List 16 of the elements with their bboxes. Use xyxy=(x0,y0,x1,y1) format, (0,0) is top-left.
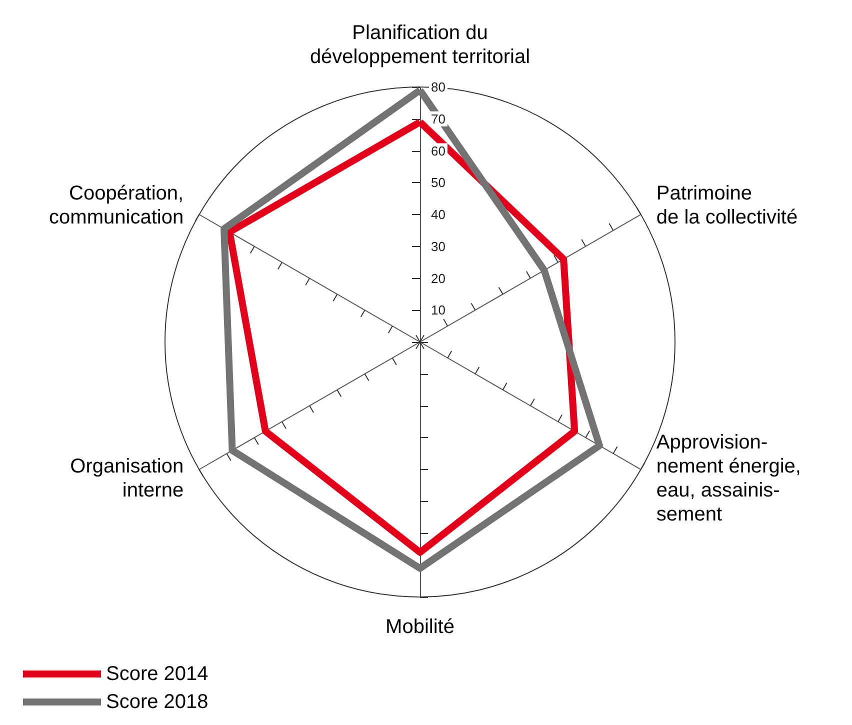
legend-label: Score 2014 xyxy=(106,663,208,685)
spoke-label: Planification du développement territorial xyxy=(310,22,530,68)
y-tick-label: 30 xyxy=(431,238,446,254)
spoke-label: Coopération, communication xyxy=(49,182,184,228)
y-tick-label: 70 xyxy=(431,111,446,126)
y-tick-label: 80 xyxy=(431,80,446,94)
y-tick-label: 60 xyxy=(431,143,446,158)
spoke-label: Patrimoine de la collectivité xyxy=(656,182,798,228)
legend-label: Score 2018 xyxy=(106,691,208,713)
spoke-label: Organisation interne xyxy=(70,456,184,502)
y-tick-label: 50 xyxy=(431,175,446,190)
spoke-label: Approvision- nement énergie, eau, assainis- sement xyxy=(656,432,801,526)
y-tick-label: 20 xyxy=(431,270,446,286)
y-tick-label: 40 xyxy=(431,207,446,222)
spoke-label: Mobilité xyxy=(386,616,454,638)
y-tick-label: 10 xyxy=(431,302,446,318)
